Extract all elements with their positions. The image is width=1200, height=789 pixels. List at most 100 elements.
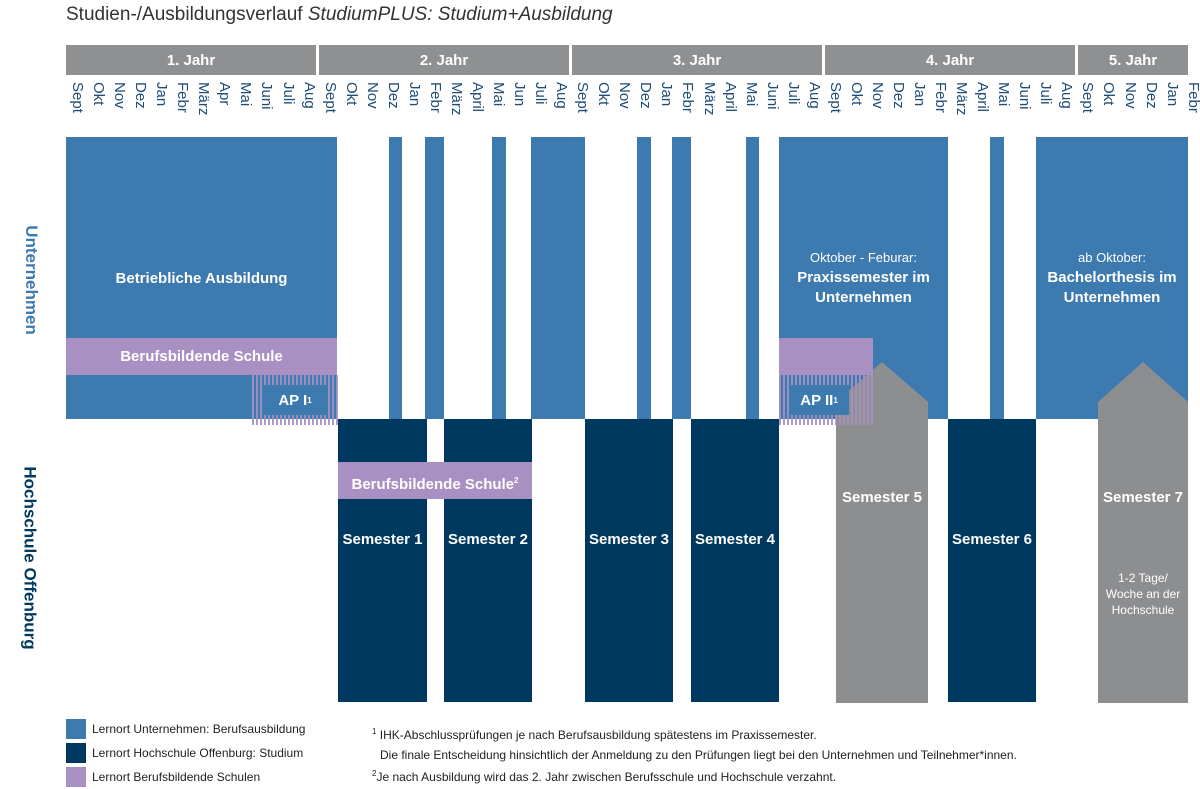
month-text: Nov	[868, 82, 886, 109]
praxis-sub-label: Oktober - Feburar:	[810, 250, 917, 265]
month-label: Okt	[845, 82, 865, 140]
month-text: Juni	[763, 82, 781, 110]
month-text: Sept	[321, 82, 339, 113]
month-text: März	[447, 82, 465, 116]
month-label: Mai	[992, 82, 1012, 140]
month-label: Juni	[255, 82, 275, 140]
month-text: Aug	[300, 82, 318, 109]
month-label: Jan	[150, 82, 170, 140]
month-label: Dez	[129, 82, 149, 140]
month-label: Nov	[866, 82, 886, 140]
month-text: Mai	[995, 82, 1013, 107]
month-text: Sept	[826, 82, 844, 113]
berufsschule-label: Berufsbildende Schule	[120, 348, 283, 365]
row-label-company: Unternehmen	[21, 225, 41, 335]
month-text: April	[721, 82, 739, 113]
month-text: Sept	[69, 82, 86, 113]
month-text: Nov	[111, 82, 129, 109]
month-text: Jan	[405, 82, 423, 107]
month-text: Febr	[426, 82, 444, 113]
month-text: Jan	[153, 82, 171, 107]
year-2-header: 2. Jahr	[319, 45, 569, 75]
month-label: Juni	[1013, 82, 1033, 140]
month-text: Aug	[805, 82, 823, 109]
berufsschule-band-year4	[779, 338, 873, 375]
row-label-university: Hochschule Offenburg	[20, 466, 40, 650]
company-strip	[672, 137, 691, 419]
month-label: Sept	[66, 82, 86, 140]
berufsschule-band-year2	[338, 462, 532, 499]
ap2-label: AP II 1	[789, 385, 849, 415]
month-text: Dez	[889, 82, 907, 109]
month-label: Nov	[613, 82, 633, 140]
legend-swatch-university	[66, 743, 86, 763]
month-label: Sept	[1076, 82, 1096, 140]
month-label: Mai	[234, 82, 254, 140]
month-text: März	[700, 82, 718, 116]
month-text: Juli	[532, 82, 550, 105]
month-text: Febr	[932, 82, 950, 113]
page-title: Studien-/Ausbildungsverlauf StudiumPLUS:…	[66, 4, 613, 25]
month-label: April	[719, 82, 739, 140]
praxis-label: Praxissemester im Unternehmen	[797, 269, 930, 306]
semester-3-label: Semester 3	[588, 531, 670, 548]
month-text: Dez	[384, 82, 402, 109]
month-label: Okt	[1097, 82, 1117, 140]
month-label: Aug	[550, 82, 570, 140]
month-label: Nov	[108, 82, 128, 140]
month-label: Juli	[782, 82, 802, 140]
month-label: Febr	[424, 82, 444, 140]
bachelorthesis-block	[1036, 137, 1188, 419]
month-text: Febr	[1184, 82, 1200, 113]
semester-6-label: Semester 6	[951, 531, 1033, 548]
semester-5-label: Semester 5	[841, 489, 923, 506]
month-label: März	[192, 82, 212, 140]
month-label: Sept	[824, 82, 844, 140]
month-label: Okt	[592, 82, 612, 140]
company-strip	[425, 137, 444, 419]
month-label: Jan	[908, 82, 928, 140]
month-label: Mai	[740, 82, 760, 140]
month-label: Jan	[655, 82, 675, 140]
month-text: Sept	[574, 82, 592, 113]
footnote-1a: 1 IHK-Abschlussprüfungen je nach Berufsa…	[372, 727, 817, 742]
legend-university: Lernort Hochschule Offenburg: Studium	[92, 746, 304, 760]
month-label: Jun	[508, 82, 528, 140]
month-text: Juli	[279, 82, 297, 105]
semester-2-label: Semester 2	[447, 531, 529, 548]
semester-4-block	[691, 419, 779, 702]
semester-6-block	[948, 419, 1036, 702]
month-text: Juni	[258, 82, 276, 110]
month-label: Febr	[1182, 82, 1200, 140]
berufsschule2-label: Berufsbildende Schule2	[351, 476, 519, 493]
month-label: Sept	[571, 82, 591, 140]
legend-school: Lernort Berufsbildende Schulen	[92, 770, 261, 784]
bachelor-sub-label: ab Oktober:	[1078, 250, 1146, 265]
month-label: Febr	[676, 82, 696, 140]
month-text: Jan	[658, 82, 676, 107]
semester-1-label: Semester 1	[342, 531, 423, 548]
month-label: Juni	[761, 82, 781, 140]
month-text: Okt	[847, 82, 865, 106]
month-label: Mai	[487, 82, 507, 140]
month-label: Jan	[403, 82, 423, 140]
month-text: März	[195, 82, 213, 116]
month-label: Aug	[803, 82, 823, 140]
month-label: Aug	[298, 82, 318, 140]
month-text: Nov	[363, 82, 381, 109]
year-1-header: 1. Jahr	[66, 45, 316, 75]
month-text: April	[974, 82, 992, 113]
legend-swatch-school	[66, 767, 86, 787]
ausbildung-label: Betriebliche Ausbildung	[115, 270, 288, 287]
month-text: Dez	[1142, 82, 1160, 109]
company-strip	[637, 137, 651, 419]
month-label: Juli	[529, 82, 549, 140]
month-label: Dez	[634, 82, 654, 140]
month-text: Jan	[1163, 82, 1181, 107]
month-label: Febr	[171, 82, 191, 140]
month-text: Jan	[911, 82, 928, 107]
footnote-1b: Die finale Entscheidung hinsichtlich der…	[380, 748, 1017, 762]
month-text: Nov	[616, 82, 634, 109]
month-label: Nov	[1119, 82, 1139, 140]
